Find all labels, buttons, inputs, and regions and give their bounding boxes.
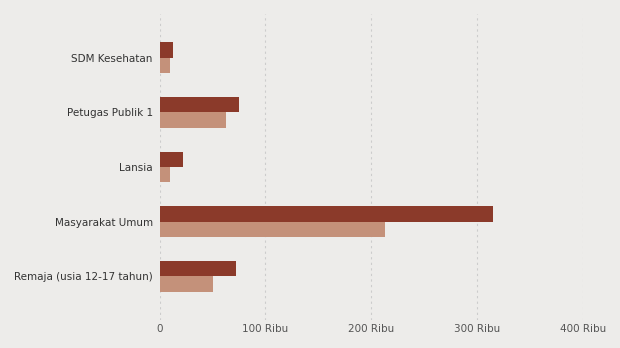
Bar — [159, 261, 236, 276]
Bar — [159, 152, 183, 167]
Bar — [159, 112, 226, 128]
Bar — [159, 167, 170, 182]
Bar — [159, 42, 174, 58]
Bar — [159, 58, 170, 73]
Bar — [159, 97, 239, 112]
Bar — [159, 222, 385, 237]
Bar — [159, 276, 213, 292]
Bar — [159, 206, 493, 222]
